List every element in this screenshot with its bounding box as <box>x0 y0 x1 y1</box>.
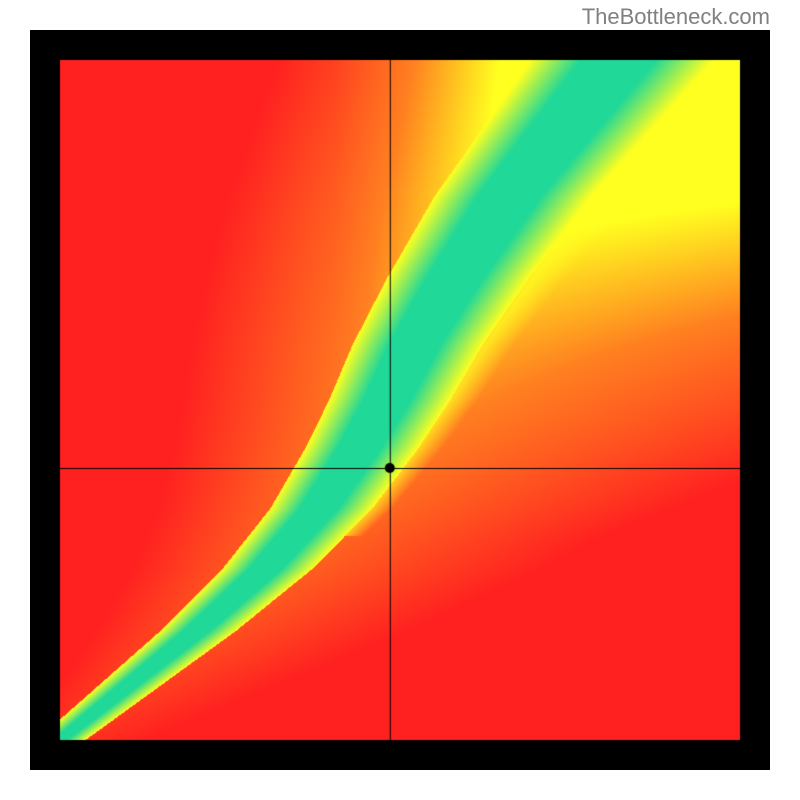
watermark-text: TheBottleneck.com <box>582 4 770 30</box>
heatmap-canvas <box>30 30 770 770</box>
bottleneck-heatmap-chart <box>30 30 770 770</box>
